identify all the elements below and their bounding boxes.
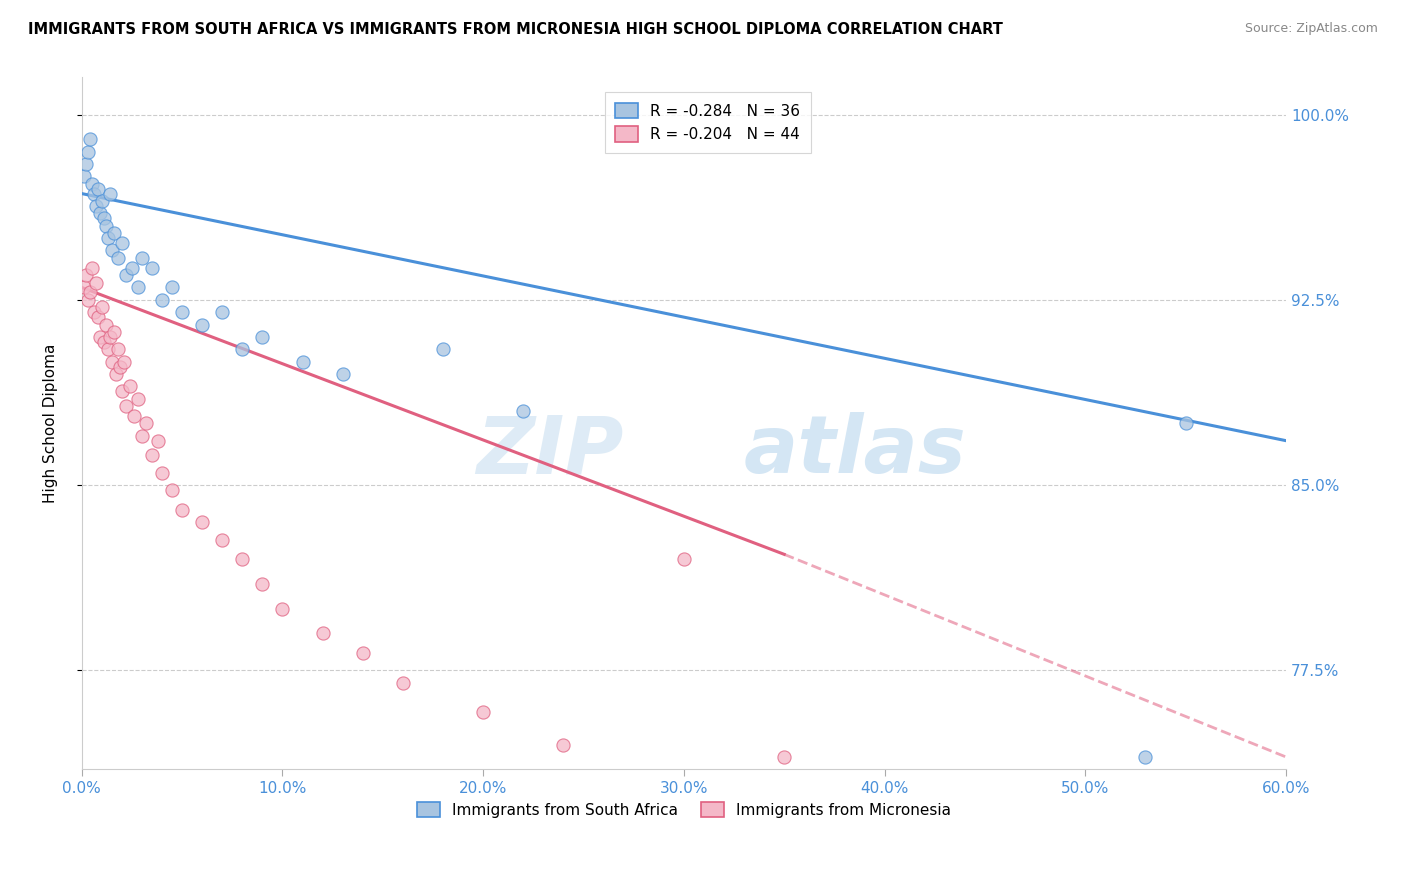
Point bbox=[121, 260, 143, 275]
Point bbox=[231, 343, 253, 357]
Point bbox=[84, 276, 107, 290]
Point bbox=[160, 483, 183, 497]
Point bbox=[89, 330, 111, 344]
Point bbox=[135, 417, 157, 431]
Point bbox=[172, 503, 194, 517]
Point bbox=[73, 280, 96, 294]
Point bbox=[75, 157, 97, 171]
Point bbox=[150, 466, 173, 480]
Point bbox=[160, 280, 183, 294]
Point bbox=[90, 194, 112, 208]
Point bbox=[79, 132, 101, 146]
Point bbox=[1135, 750, 1157, 764]
Point bbox=[672, 552, 695, 566]
Point bbox=[107, 343, 129, 357]
Point bbox=[146, 434, 169, 448]
Point bbox=[332, 367, 354, 381]
Point bbox=[104, 367, 127, 381]
Point bbox=[80, 177, 103, 191]
Point bbox=[252, 330, 274, 344]
Point bbox=[127, 392, 149, 406]
Point bbox=[76, 145, 98, 159]
Point bbox=[191, 318, 214, 332]
Point bbox=[291, 354, 314, 368]
Point bbox=[773, 750, 796, 764]
Point bbox=[131, 251, 153, 265]
Point bbox=[108, 359, 131, 374]
Point bbox=[211, 533, 233, 547]
Point bbox=[107, 251, 129, 265]
Point bbox=[98, 186, 121, 201]
Point bbox=[191, 515, 214, 529]
Point bbox=[141, 260, 163, 275]
Point bbox=[112, 354, 135, 368]
Point bbox=[89, 206, 111, 220]
Point bbox=[80, 260, 103, 275]
Point bbox=[392, 675, 415, 690]
Point bbox=[553, 738, 575, 752]
Point bbox=[94, 318, 117, 332]
Point bbox=[432, 343, 454, 357]
Point bbox=[352, 646, 374, 660]
Point bbox=[115, 268, 138, 282]
Y-axis label: High School Diploma: High School Diploma bbox=[44, 343, 58, 503]
Legend: Immigrants from South Africa, Immigrants from Micronesia: Immigrants from South Africa, Immigrants… bbox=[411, 796, 957, 824]
Point bbox=[115, 399, 138, 413]
Text: atlas: atlas bbox=[744, 412, 967, 490]
Point bbox=[87, 310, 110, 325]
Point bbox=[111, 235, 134, 250]
Point bbox=[122, 409, 145, 423]
Point bbox=[79, 285, 101, 300]
Point bbox=[75, 268, 97, 282]
Point bbox=[141, 449, 163, 463]
Text: ZIP: ZIP bbox=[477, 412, 624, 490]
Point bbox=[211, 305, 233, 319]
Point bbox=[83, 305, 105, 319]
Point bbox=[231, 552, 253, 566]
Point bbox=[97, 343, 120, 357]
Point bbox=[97, 231, 120, 245]
Point bbox=[101, 244, 124, 258]
Point bbox=[84, 199, 107, 213]
Point bbox=[90, 300, 112, 314]
Point bbox=[127, 280, 149, 294]
Point bbox=[103, 325, 125, 339]
Point bbox=[93, 211, 115, 226]
Point bbox=[271, 601, 294, 615]
Point bbox=[252, 577, 274, 591]
Point bbox=[103, 226, 125, 240]
Text: IMMIGRANTS FROM SOUTH AFRICA VS IMMIGRANTS FROM MICRONESIA HIGH SCHOOL DIPLOMA C: IMMIGRANTS FROM SOUTH AFRICA VS IMMIGRAN… bbox=[28, 22, 1002, 37]
Point bbox=[172, 305, 194, 319]
Point bbox=[118, 379, 141, 393]
Point bbox=[111, 384, 134, 399]
Point bbox=[98, 330, 121, 344]
Point bbox=[472, 706, 495, 720]
Point bbox=[150, 293, 173, 307]
Point bbox=[87, 181, 110, 195]
Point bbox=[311, 626, 333, 640]
Point bbox=[76, 293, 98, 307]
Point bbox=[73, 169, 96, 184]
Point bbox=[93, 334, 115, 349]
Point bbox=[131, 428, 153, 442]
Text: Source: ZipAtlas.com: Source: ZipAtlas.com bbox=[1244, 22, 1378, 36]
Point bbox=[94, 219, 117, 233]
Point bbox=[1174, 417, 1197, 431]
Point bbox=[512, 404, 534, 418]
Point bbox=[83, 186, 105, 201]
Point bbox=[101, 354, 124, 368]
